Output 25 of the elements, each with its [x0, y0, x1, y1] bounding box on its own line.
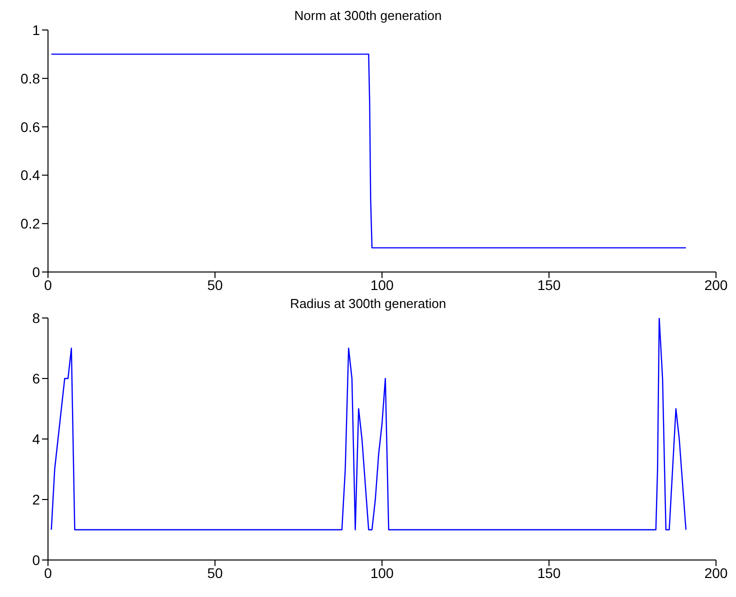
x-tick-label: 200: [704, 564, 728, 581]
y-tick-label: 4: [32, 430, 40, 447]
y-tick-label: 0.4: [20, 167, 40, 184]
y-tick-label: 8: [32, 310, 40, 326]
y-tick-label: 0: [32, 552, 40, 568]
y-tick-label: 1: [32, 22, 40, 38]
x-tick-label: 100: [370, 276, 394, 293]
line-series: [50, 318, 687, 530]
x-tick-label: 150: [537, 564, 561, 581]
x-tick-label: 0: [44, 276, 52, 293]
x-tick-label: 150: [537, 276, 561, 293]
x-tick-label: 50: [207, 276, 223, 293]
y-tick-label: 2: [32, 491, 40, 508]
x-tick-label: 50: [207, 564, 223, 581]
y-tick-label: 6: [32, 370, 40, 386]
y-tick-label: 0.2: [20, 216, 40, 232]
y-tick-label: 0.6: [20, 118, 40, 135]
chart-title: Norm at 300th generation: [294, 8, 442, 23]
x-tick-label: 200: [704, 276, 728, 293]
x-tick-label: 100: [370, 564, 394, 581]
y-tick-label: 0.8: [20, 70, 40, 86]
y-tick-label: 0: [32, 264, 40, 280]
chart-title: Radius at 300th generation: [290, 296, 446, 311]
line-series: [50, 54, 687, 248]
x-tick-label: 0: [44, 564, 52, 581]
